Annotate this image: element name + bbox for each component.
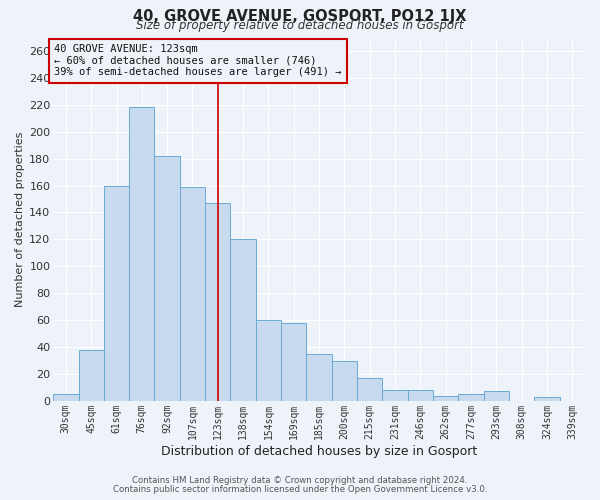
Bar <box>458 394 484 401</box>
Text: Contains HM Land Registry data © Crown copyright and database right 2024.: Contains HM Land Registry data © Crown c… <box>132 476 468 485</box>
Bar <box>256 320 281 401</box>
Bar <box>408 390 433 401</box>
X-axis label: Distribution of detached houses by size in Gosport: Distribution of detached houses by size … <box>161 444 477 458</box>
Bar <box>104 186 129 401</box>
Text: 40, GROVE AVENUE, GOSPORT, PO12 1JX: 40, GROVE AVENUE, GOSPORT, PO12 1JX <box>133 9 467 24</box>
Bar <box>484 392 509 401</box>
Bar <box>230 240 256 401</box>
Text: Contains public sector information licensed under the Open Government Licence v3: Contains public sector information licen… <box>113 485 487 494</box>
Text: Size of property relative to detached houses in Gosport: Size of property relative to detached ho… <box>136 19 464 32</box>
Bar <box>154 156 180 401</box>
Bar <box>535 397 560 401</box>
Bar <box>332 360 357 401</box>
Text: 40 GROVE AVENUE: 123sqm
← 60% of detached houses are smaller (746)
39% of semi-d: 40 GROVE AVENUE: 123sqm ← 60% of detache… <box>55 44 342 78</box>
Bar <box>79 350 104 401</box>
Bar <box>281 323 307 401</box>
Y-axis label: Number of detached properties: Number of detached properties <box>15 132 25 307</box>
Bar <box>433 396 458 401</box>
Bar <box>180 187 205 401</box>
Bar <box>53 394 79 401</box>
Bar <box>205 203 230 401</box>
Bar <box>357 378 382 401</box>
Bar <box>307 354 332 401</box>
Bar <box>129 108 154 401</box>
Bar <box>382 390 408 401</box>
